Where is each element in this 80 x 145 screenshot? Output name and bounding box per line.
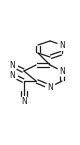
Text: N: N [9,70,15,79]
Text: N: N [21,97,27,106]
Text: N: N [59,40,65,49]
Text: N: N [59,67,65,76]
Text: N: N [9,60,15,69]
Text: N: N [47,83,53,91]
